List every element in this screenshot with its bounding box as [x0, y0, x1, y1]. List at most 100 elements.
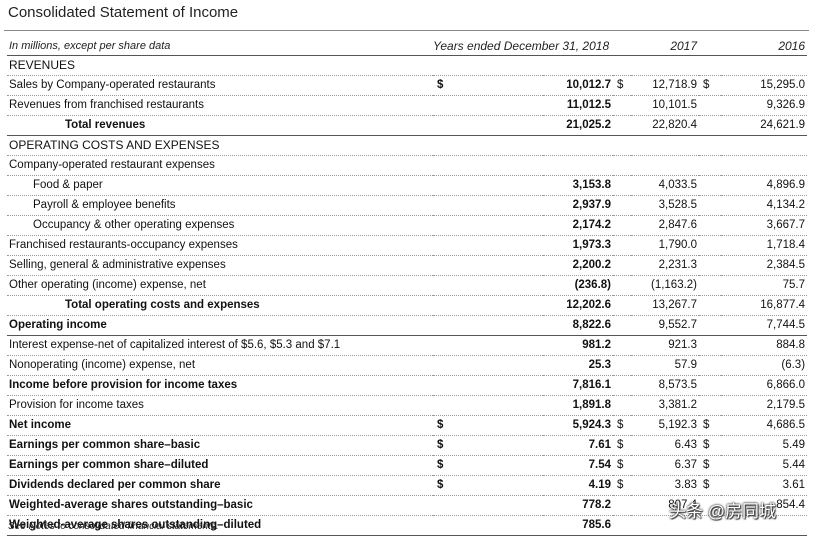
value-2018: 3,153.8 [543, 175, 613, 196]
currency-2018 [433, 335, 543, 356]
table-row: Sales by Company-operated restaurants $10… [7, 75, 808, 96]
table-row: Selling, general & administrative expens… [7, 255, 808, 276]
column-header-2016: 2016 [699, 38, 808, 56]
currency-2017 [613, 335, 631, 356]
value-2017: 3.83 [631, 475, 700, 496]
row-label: Income before provision for income taxes [7, 375, 433, 396]
table-row: Interest expense-net of capitalized inte… [7, 335, 808, 356]
value-2018: 8,822.6 [543, 315, 613, 336]
statement-title: Consolidated Statement of Income [8, 4, 239, 21]
value-2016: 2,179.5 [721, 395, 808, 416]
value-2017 [631, 515, 700, 536]
income-statement-table: In millions, except per share data Years… [7, 38, 808, 536]
footnote: See Notes to consolidated financial stat… [8, 521, 219, 532]
value-2016: 2,384.5 [721, 255, 808, 276]
currency-2017 [613, 255, 631, 276]
currency-2016 [699, 215, 722, 236]
value-2016 [721, 135, 808, 156]
row-label: Earnings per common share–diluted [7, 455, 433, 476]
currency-2017 [613, 215, 631, 236]
currency-2016 [699, 235, 722, 256]
value-2018: 7.61 [543, 435, 613, 456]
value-2018: 11,012.5 [543, 95, 613, 116]
value-2017: 9,552.7 [631, 315, 700, 336]
currency-2018: $ [433, 475, 543, 496]
table-row: Weighted-average shares outstanding–dilu… [7, 515, 808, 536]
currency-2016 [699, 155, 722, 176]
row-label: Total operating costs and expenses [7, 295, 433, 316]
currency-2018 [433, 155, 543, 176]
currency-2016 [699, 515, 722, 536]
table-row: Company-operated restaurant expenses [7, 155, 808, 176]
value-2017: 921.3 [631, 335, 700, 356]
currency-2017: $ [613, 75, 631, 96]
value-2016: 15,295.0 [721, 75, 808, 96]
currency-2018: $ [433, 455, 543, 476]
value-2016: 9,326.9 [721, 95, 808, 116]
currency-2017: $ [613, 455, 631, 476]
table-row: Payroll & employee benefits 2,937.9 3,528.… [7, 195, 808, 216]
row-label: REVENUES [7, 55, 433, 76]
currency-2016 [699, 295, 722, 316]
value-2017: 3,528.5 [631, 195, 700, 216]
currency-2016 [699, 55, 722, 76]
row-label: OPERATING COSTS AND EXPENSES [7, 135, 433, 156]
currency-2017 [613, 95, 631, 116]
table-row: Nonoperating (income) expense, net 25.3 57… [7, 355, 808, 376]
table-row: Income before provision for income taxes… [7, 375, 808, 396]
table-row: Earnings per common share–basic $7.61 $6.4… [7, 435, 808, 456]
value-2016: 884.8 [721, 335, 808, 356]
value-2016: 16,877.4 [721, 295, 808, 316]
value-2016: 5.49 [721, 435, 808, 456]
currency-2017 [613, 515, 631, 536]
row-label: Other operating (income) expense, net [7, 275, 433, 296]
value-2018: 1,891.8 [543, 395, 613, 416]
value-2018: 785.6 [543, 515, 613, 536]
currency-2016 [699, 395, 722, 416]
value-2018: 2,937.9 [543, 195, 613, 216]
value-2016: (6.3) [721, 355, 808, 376]
currency-2017: $ [613, 475, 631, 496]
row-label: Food & paper [7, 175, 433, 196]
currency-2017 [613, 275, 631, 296]
table-row: Occupancy & other operating expenses 2,17… [7, 215, 808, 236]
row-label: Interest expense-net of capitalized inte… [7, 335, 433, 356]
table-row: Weighted-average shares outstanding–basi… [7, 495, 808, 516]
unit-note: In millions, except per share data [7, 38, 433, 56]
currency-2016 [699, 275, 722, 296]
row-label: Occupancy & other operating expenses [7, 215, 433, 236]
currency-2016 [699, 175, 722, 196]
value-2016: 4,686.5 [721, 415, 808, 436]
title-divider [4, 30, 809, 31]
currency-2017 [613, 135, 631, 156]
table-row: Total operating costs and expenses 12,202… [7, 295, 808, 316]
value-2017: 12,718.9 [631, 75, 700, 96]
currency-2017 [613, 195, 631, 216]
value-2017: 57.9 [631, 355, 700, 376]
value-2016: 75.7 [721, 275, 808, 296]
value-2018: 981.2 [543, 335, 613, 356]
value-2016: 5.44 [721, 455, 808, 476]
value-2018: 778.2 [543, 495, 613, 516]
value-2016: 7,744.5 [721, 315, 808, 336]
value-2016: 3.61 [721, 475, 808, 496]
currency-2016: $ [699, 435, 722, 456]
value-2016: 3,667.7 [721, 215, 808, 236]
value-2018: 12,202.6 [543, 295, 613, 316]
currency-2017 [613, 175, 631, 196]
currency-2017: $ [613, 435, 631, 456]
currency-2018 [433, 275, 543, 296]
currency-2016: $ [699, 415, 722, 436]
value-2017: 22,820.4 [631, 115, 700, 136]
currency-2016 [699, 335, 722, 356]
table-row: Franchised restaurants-occupancy expense… [7, 235, 808, 256]
table-row: Provision for income taxes 1,891.8 3,381.2… [7, 395, 808, 416]
currency-2017 [613, 155, 631, 176]
row-label: Selling, general & administrative expens… [7, 255, 433, 276]
table-row: Operating income 8,822.6 9,552.7 7,744.5 [7, 315, 808, 336]
currency-2016 [699, 255, 722, 276]
value-2018 [543, 155, 613, 176]
currency-2017 [613, 395, 631, 416]
row-label: Earnings per common share–basic [7, 435, 433, 456]
currency-2018 [433, 195, 543, 216]
